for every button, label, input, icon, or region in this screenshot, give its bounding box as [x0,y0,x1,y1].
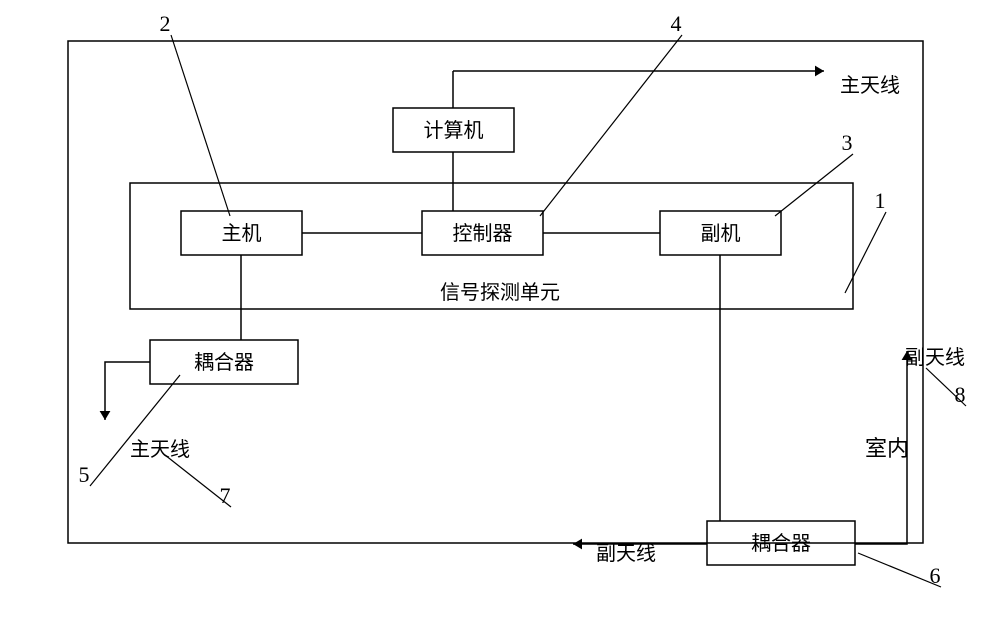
coupler-1-box-label: 耦合器 [194,351,254,374]
callout-line-5 [90,375,180,486]
callout-num-6: 6 [930,563,941,588]
callout-num-7: 7 [220,483,231,508]
host-box-label: 主机 [222,222,262,245]
detection-unit-label: 信号探测单元 [440,281,560,304]
coupler-2-box-label: 耦合器 [751,532,811,555]
aux-antenna-right-label: 副天线 [905,346,965,369]
main-antenna-left-label: 主天线 [130,438,190,461]
main-antenna-left-line [105,362,150,420]
controller-box-label: 控制器 [453,222,513,245]
callout-line-2 [171,35,230,216]
callout-num-1: 1 [875,188,886,213]
callout-num-4: 4 [671,11,682,36]
callout-num-3: 3 [842,130,853,155]
callout-num-2: 2 [160,11,171,36]
aux-box-label: 副机 [701,222,741,245]
callout-num-8: 8 [955,382,966,407]
callout-line-3 [775,154,853,216]
aux-antenna-bottom-label: 副天线 [596,542,656,565]
main-antenna-top-label: 主天线 [840,74,900,97]
indoor-label: 室内 [865,436,909,461]
callout-line-4 [540,35,682,216]
computer-box-label: 计算机 [424,119,484,142]
callout-line-1 [845,212,886,293]
callout-num-5: 5 [79,462,90,487]
